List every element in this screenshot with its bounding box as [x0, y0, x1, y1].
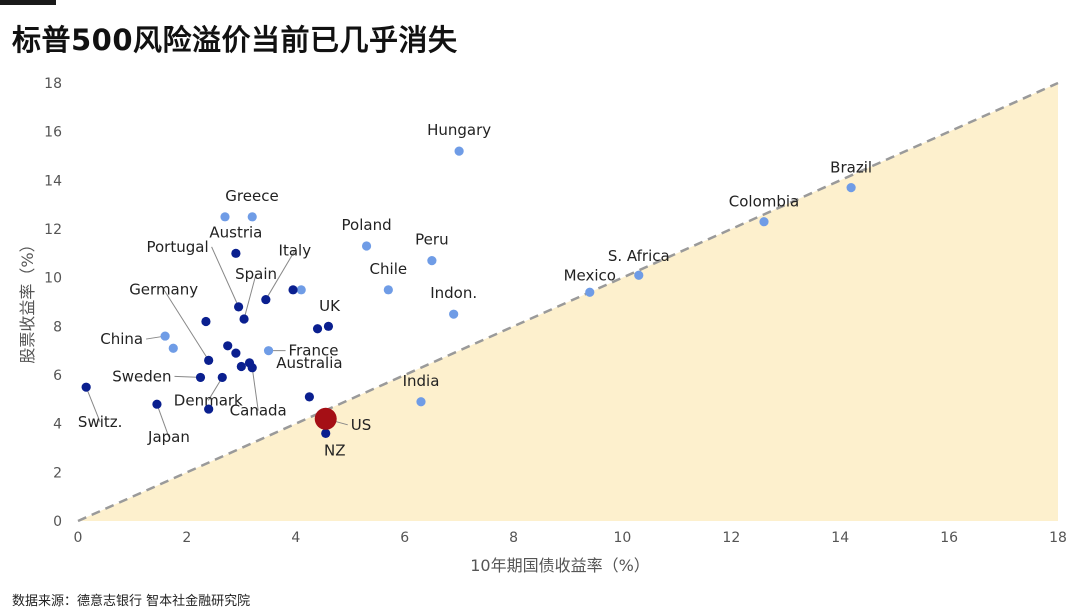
- data-label: Switz.: [78, 413, 122, 431]
- point-denmark: [217, 372, 227, 383]
- data-label: UK: [319, 297, 341, 315]
- point-unlabeled: [204, 404, 214, 414]
- point-hungary: [454, 146, 464, 156]
- x-tick-label: 18: [1049, 530, 1067, 546]
- point-brazil: [846, 183, 856, 193]
- y-tick-label: 18: [44, 76, 62, 92]
- point-mexico: [585, 287, 595, 297]
- x-tick-label: 8: [509, 530, 518, 546]
- point-nz: [321, 428, 331, 438]
- point-unlabeled: [288, 285, 298, 295]
- y-tick-label: 4: [53, 417, 62, 433]
- y-tick-label: 14: [44, 173, 62, 189]
- point-switz: [81, 382, 91, 392]
- data-label: Spain: [235, 265, 277, 283]
- data-label: Peru: [415, 231, 448, 249]
- leader-line: [156, 404, 170, 438]
- data-label: NZ: [324, 441, 346, 459]
- y-tick-label: 2: [53, 465, 62, 481]
- data-label: US: [351, 416, 372, 434]
- point-us: [314, 407, 337, 430]
- data-label: France: [289, 342, 339, 360]
- top-accent-bar: [0, 0, 56, 5]
- leader-line: [85, 386, 101, 423]
- point-unlabeled: [201, 316, 211, 327]
- leader-line: [211, 246, 240, 308]
- data-label: Brazil: [830, 159, 872, 177]
- leader-line: [265, 250, 296, 300]
- y-tick-label: 0: [53, 514, 62, 530]
- point-india: [416, 397, 426, 407]
- data-label: S. Africa: [608, 247, 670, 265]
- data-label: Portugal: [146, 238, 208, 256]
- data-label: Poland: [342, 216, 392, 234]
- y-tick-label: 10: [44, 271, 62, 287]
- data-label: Indon.: [430, 284, 477, 302]
- data-label: Germany: [129, 280, 198, 298]
- point-unlabeled: [247, 212, 257, 222]
- x-tick-label: 0: [74, 530, 83, 546]
- x-tick-label: 14: [831, 530, 849, 546]
- point-portugal: [234, 302, 244, 312]
- x-axis-title: 10年期国债收益率（%）: [470, 556, 650, 575]
- data-label: Canada: [230, 402, 287, 420]
- point-germany: [204, 355, 214, 365]
- point-spain: [239, 314, 249, 324]
- y-tick-label: 8: [53, 319, 62, 335]
- point-austria: [231, 248, 241, 258]
- data-label: Italy: [279, 242, 312, 260]
- x-tick-label: 6: [400, 530, 409, 546]
- point-australia: [304, 392, 314, 402]
- point-unlabeled: [236, 361, 246, 372]
- y-axis-title: 股票收益率（%）: [18, 236, 37, 363]
- data-label: Sweden: [112, 367, 171, 385]
- x-tick-label: 16: [940, 530, 958, 546]
- data-label: Australia: [276, 354, 342, 372]
- point-japan: [152, 399, 162, 409]
- y-tick-label: 6: [53, 368, 62, 384]
- point-chile: [383, 285, 393, 295]
- y-tick-label: 16: [44, 125, 62, 141]
- data-label: Chile: [370, 260, 408, 278]
- x-tick-label: 2: [182, 530, 191, 546]
- point-poland: [361, 241, 372, 251]
- leader-line: [163, 289, 210, 361]
- point-colombia: [759, 217, 769, 227]
- point-canada: [247, 363, 257, 373]
- data-label: Hungary: [427, 121, 491, 139]
- point-france: [263, 346, 274, 356]
- y-tick-label: 12: [44, 222, 62, 238]
- point-sweden: [195, 372, 206, 383]
- point-uk: [312, 324, 323, 334]
- point-unlabeled: [223, 341, 233, 351]
- data-label: China: [100, 330, 143, 348]
- x-tick-label: 10: [614, 530, 632, 546]
- data-label: Colombia: [729, 193, 800, 211]
- chart-title: 标普500风险溢价当前已几乎消失: [12, 23, 458, 57]
- point-peru: [427, 256, 437, 266]
- point-indon: [449, 309, 459, 319]
- point-italy: [261, 294, 271, 305]
- data-label: Japan: [147, 428, 190, 446]
- data-label: Mexico: [564, 266, 616, 284]
- point-unlabeled: [323, 321, 334, 331]
- point-china: [160, 331, 170, 341]
- point-unlabeled: [231, 348, 241, 358]
- point-unlabeled: [168, 343, 178, 353]
- data-source: 数据来源：德意志银行 智本社金融研究院: [12, 594, 251, 609]
- data-label: Austria: [209, 223, 262, 241]
- data-label: India: [403, 372, 440, 390]
- x-tick-label: 4: [291, 530, 300, 546]
- leader-line: [251, 367, 259, 411]
- leader-line: [243, 273, 257, 320]
- data-label: Greece: [225, 187, 278, 205]
- data-label: Denmark: [174, 391, 243, 409]
- point-unlabeled: [296, 285, 306, 295]
- point-greece: [220, 212, 230, 222]
- point-s-africa: [634, 270, 644, 280]
- x-tick-label: 12: [722, 530, 740, 546]
